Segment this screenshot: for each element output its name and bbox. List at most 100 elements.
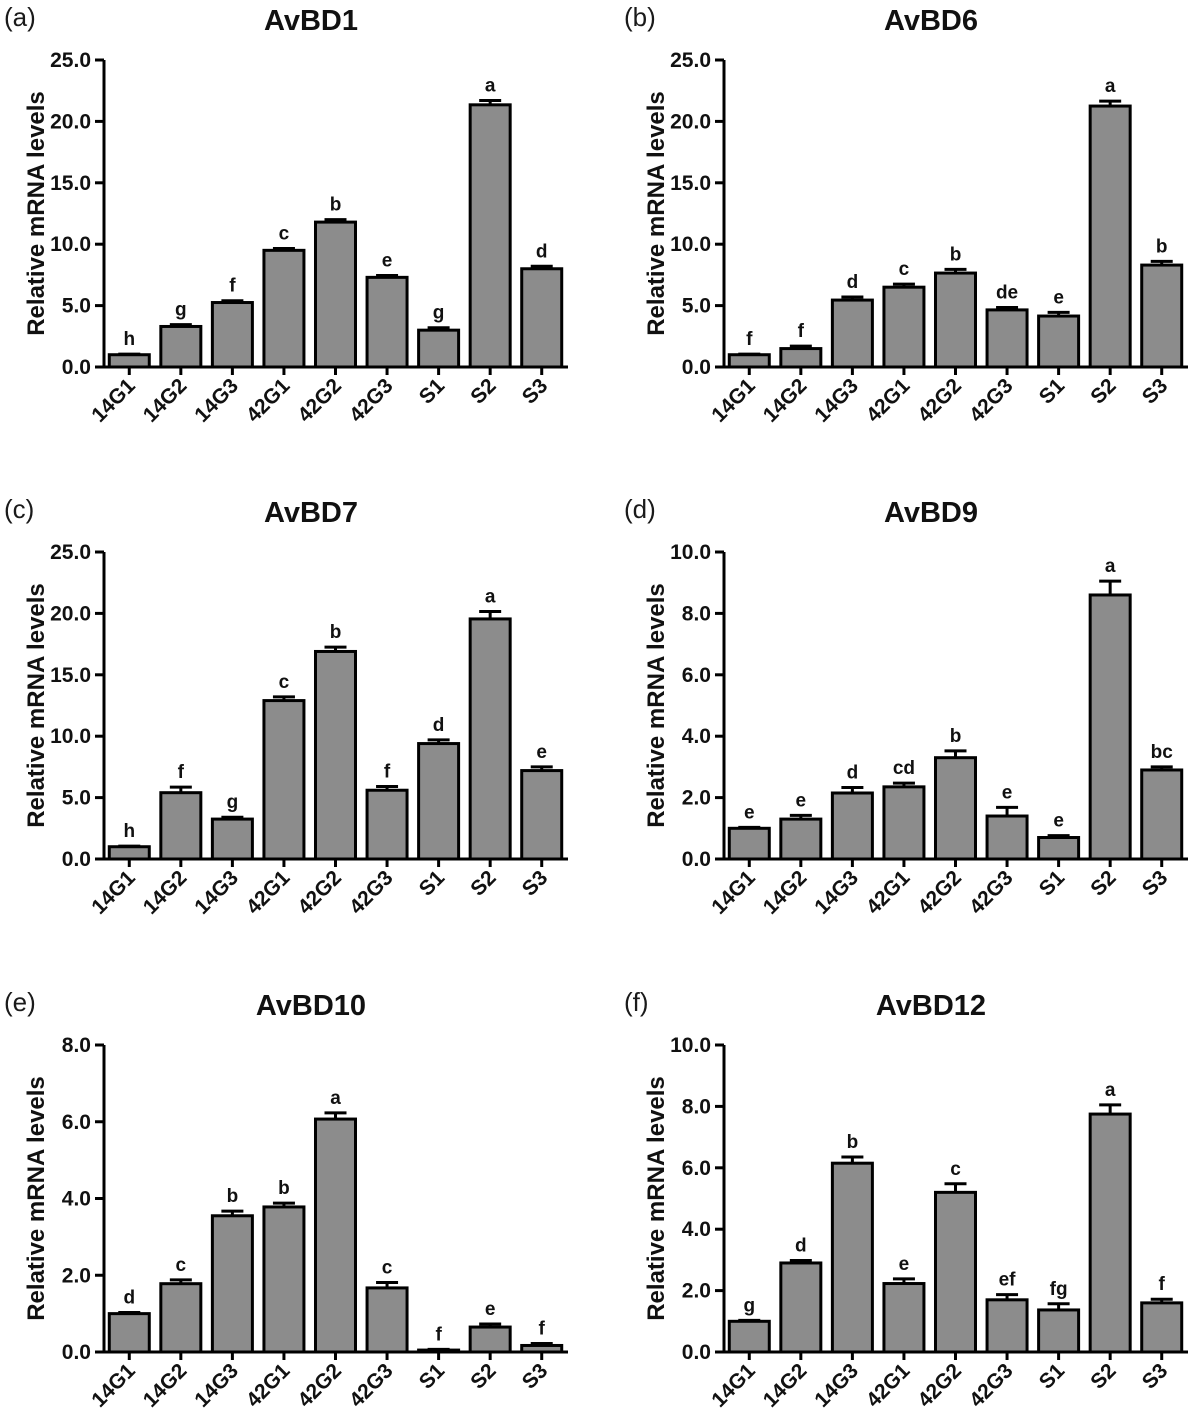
significance-label: e (1053, 811, 1064, 832)
panel-letter: (a) (4, 2, 36, 32)
significance-label: b (330, 622, 342, 643)
significance-label: c (899, 259, 910, 280)
chart-panel-0: (a) AvBD1 Relative mRNA levels 0.0 5.0 10.0 15… (4, 2, 568, 427)
y-tick-label: 0.0 (62, 848, 91, 871)
significance-label: d (795, 1236, 807, 1257)
x-tick-label: 42G2 (293, 374, 346, 427)
bar (882, 285, 926, 369)
bar-group: e (1037, 811, 1081, 861)
bar-group: c (365, 1258, 409, 1354)
bar (314, 649, 357, 861)
bar (1140, 1301, 1184, 1354)
significance-label: f (178, 762, 185, 783)
bar (107, 845, 151, 861)
x-tick-label: 42G3 (965, 866, 1018, 919)
bar-group: e (365, 251, 409, 369)
chart-title: AvBD1 (264, 5, 358, 37)
panel-letter: (e) (4, 987, 36, 1017)
significance-label: g (433, 303, 445, 324)
y-tick-label: 10.0 (50, 725, 91, 748)
significance-label: cd (893, 758, 915, 779)
significance-label: e (1053, 287, 1064, 308)
y-axis-label: Relative mRNA levels (23, 583, 50, 828)
x-tick-label: S3 (518, 374, 552, 408)
y-axis-label: Relative mRNA levels (643, 91, 670, 336)
significance-label: e (536, 742, 547, 763)
x-tick-label: S1 (1035, 866, 1070, 901)
bar (779, 817, 823, 861)
significance-label: f (746, 329, 753, 350)
significance-label: b (950, 726, 962, 747)
bar (934, 1190, 977, 1354)
bar (882, 1282, 926, 1354)
x-tick-label: 42G3 (345, 374, 398, 427)
chart-title: AvBD6 (884, 5, 978, 37)
bar (1140, 263, 1184, 369)
x-tick-label: 14G3 (810, 374, 863, 427)
bar-group: c (262, 223, 306, 369)
x-tick-label: 14G3 (190, 374, 243, 427)
bar-group: b (314, 195, 357, 369)
x-tick-label: 42G3 (345, 1359, 398, 1412)
significance-label: c (279, 223, 290, 244)
x-tick-label: S1 (415, 1359, 450, 1394)
bar-group: e (985, 782, 1029, 861)
bar-group: b (934, 244, 977, 369)
significance-label: g (227, 792, 239, 813)
y-tick-label: 0.0 (62, 1341, 91, 1364)
y-axis-label: Relative mRNA levels (23, 91, 50, 336)
x-tick-label: S2 (1086, 374, 1120, 408)
significance-label: f (384, 762, 391, 783)
bar-group: fg (1037, 1279, 1081, 1354)
bar (520, 769, 564, 861)
x-tick-label: 42G1 (242, 866, 295, 919)
x-tick-label: 14G2 (139, 1359, 192, 1412)
bar-group: a (468, 587, 512, 861)
bar (417, 328, 461, 369)
bar (159, 324, 203, 369)
x-tick-label: 14G2 (759, 1359, 812, 1412)
bar-group: e (882, 1254, 926, 1354)
bar (1140, 768, 1184, 861)
y-tick-label: 2.0 (62, 1264, 91, 1287)
significance-label: a (485, 587, 496, 608)
significance-label: bc (1151, 742, 1174, 763)
x-tick-label: 14G2 (759, 374, 812, 427)
y-tick-label: 20.0 (50, 602, 91, 625)
bar-group: b (210, 1186, 254, 1354)
x-tick-label: 42G3 (345, 866, 398, 919)
x-tick-label: S3 (1138, 1359, 1172, 1393)
x-tick-label: 42G1 (862, 866, 915, 919)
bar (985, 814, 1029, 861)
y-tick-label: 5.0 (62, 787, 91, 810)
y-tick-label: 8.0 (682, 602, 711, 625)
bar (365, 275, 409, 369)
chart-title: AvBD12 (876, 990, 986, 1022)
x-tick-label: 42G2 (913, 374, 966, 427)
bar-group: c (882, 259, 926, 369)
y-axis-label: Relative mRNA levels (643, 583, 670, 828)
bar (468, 1325, 512, 1354)
bar-group: e (520, 742, 564, 861)
y-tick-label: 10.0 (670, 233, 711, 256)
y-axis-label: Relative mRNA levels (23, 1076, 50, 1321)
significance-label: b (278, 1178, 290, 1199)
x-tick-label: 14G1 (707, 1359, 760, 1412)
x-tick-label: 14G2 (139, 866, 192, 919)
bar (830, 791, 874, 861)
y-tick-label: 10.0 (670, 541, 711, 564)
significance-label: g (175, 300, 187, 321)
bar-group: a (314, 1088, 357, 1354)
y-tick-label: 5.0 (682, 295, 711, 318)
bar (779, 347, 823, 369)
x-tick-label: 14G1 (707, 374, 760, 427)
x-tick-label: 42G1 (862, 1359, 915, 1412)
bar (934, 756, 977, 861)
bar (468, 103, 512, 369)
bar-group: a (1088, 556, 1132, 861)
y-tick-label: 6.0 (62, 1111, 91, 1134)
bar-group: a (1088, 76, 1132, 369)
chart-title: AvBD9 (884, 497, 978, 529)
bar-group: f (727, 329, 771, 369)
significance-label: f (539, 1319, 546, 1340)
